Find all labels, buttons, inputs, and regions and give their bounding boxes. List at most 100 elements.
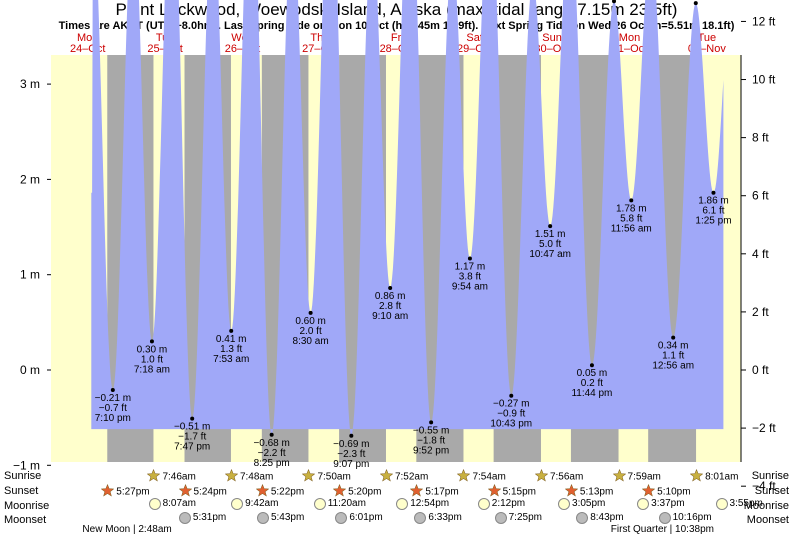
sunrise-icon [612,468,626,486]
sunset-icon [487,483,501,501]
moonset-icon [414,512,427,524]
low-tide-meters-label: 1.51 m [535,229,566,240]
moonrise-icon [558,498,571,510]
sunset-event: 5:15pm [487,483,536,501]
sunset-event-time: 5:10pm [657,486,691,498]
moonset-event-time: 5:31pm [192,512,227,523]
left-axis-tick-label: 0 m [20,363,40,377]
moonrise-event-time: 2:12pm [491,498,526,509]
moonset-icon [658,512,671,524]
low-tide-feet-label: 3.8 ft [459,271,481,282]
low-tide-point [629,198,634,203]
left-axis-tick-label: −1 m [13,458,40,472]
low-tide-time-label: 7:53 am [213,354,249,365]
low-tide-meters-label: 1.17 m [455,261,486,272]
sunset-event: 5:22pm [255,483,304,501]
right-axis-tick-label: 4 ft [752,247,769,261]
moonrise-event: 12:54pm [396,498,449,511]
moonset-icon [494,512,507,524]
sunrise-event-time: 8:01am [705,471,739,483]
moonset-row-label-left: Moonset [4,514,47,526]
low-tide-time-label: 9:52 pm [413,445,449,456]
sunset-icon [410,483,424,501]
moonrise-event-time: 3:05pm [572,498,606,509]
low-tide-feet-label: 1.3 ft [220,344,242,355]
right-axis-tick-label: −4 ft [752,479,776,493]
low-tide-time-label: 7:10 pm [95,413,131,424]
low-tide-point [509,393,514,398]
low-tide-time-label: 11:44 pm [571,388,612,399]
right-axis-tick-label: 8 ft [752,131,769,145]
moonset-icon [335,512,348,524]
left-axis-tick-label: 3 m [20,77,40,91]
low-tide-time-label: 10:47 am [529,249,571,260]
low-tide-meters-label: 0.34 m [658,341,689,352]
day-weekday-label: Tue [697,32,717,44]
day-weekday-label: Sat [466,32,483,44]
sunrise-event: 7:48am [224,468,273,486]
right-axis-tick-label: 2 ft [752,305,769,319]
low-tide-feet-label: 1.0 ft [141,354,163,365]
moonrise-icon [231,498,244,510]
low-tide-feet-label: −1.7 ft [178,432,206,443]
sunset-event: 5:13pm [564,483,613,501]
moonset-event: 8:43pm [576,512,624,525]
moonset-row-label-right: Moonset [746,514,789,526]
low-tide-point [190,416,195,421]
low-tide-feet-label: 2.0 ft [299,326,321,337]
sunrise-icon [302,468,316,486]
moonset-icon [576,512,589,524]
moonrise-row-label-left: Moonrise [4,500,50,512]
moonrise-icon [396,498,409,510]
high-tide-point [612,0,617,4]
moonrise-icon [715,498,728,510]
low-tide-point [308,310,313,315]
sunrise-event-time: 7:50am [317,471,351,483]
low-tide-time-label: 12:56 am [652,361,694,372]
moonrise-event: 8:07am [148,498,196,511]
sunset-event-time: 5:27pm [116,486,150,498]
day-weekday-label: Sun [542,32,562,44]
sunrise-event: 7:50am [302,468,351,486]
low-tide-point [349,433,354,438]
low-tide-point [269,432,274,437]
sunset-event: 5:10pm [641,483,691,501]
sunset-row-label-left: Sunset [4,485,39,497]
day-date-label: 31–Oct [611,43,648,55]
sunset-event-time: 5:15pm [502,486,536,498]
low-tide-point [149,339,154,344]
low-tide-meters-label: −0.51 m [174,422,210,433]
low-tide-time-label: 1:25 pm [695,216,731,227]
moonset-event: 5:43pm [256,512,304,525]
sunrise-event-time: 7:54am [472,471,506,483]
sunrise-event-time: 7:59am [627,471,661,483]
sunrise-icon [457,468,471,486]
day-weekday-label: Fri [390,32,404,44]
right-axis-tick-label: 6 ft [752,189,769,203]
moonrise-icon [477,498,490,510]
sunset-icon [332,483,347,501]
low-tide-time-label: 8:30 am [293,336,329,347]
sunset-event: 5:27pm [100,483,150,501]
low-tide-meters-label: 0.60 m [295,316,326,327]
low-tide-point [467,256,472,261]
moonset-event-time: 6:33pm [428,512,462,523]
moonrise-event-time: 9:42am [245,498,279,509]
low-tide-point [589,363,594,368]
moon-phase-label: New Moon | 2:48am [82,524,172,535]
moonrise-event-time: 8:07am [162,498,196,509]
moonset-event-time: 7:25pm [508,512,542,523]
moonrise-event: 3:55pm [715,498,763,511]
left-axis-tick-label: 2 m [20,172,40,186]
sunrise-icon [147,468,161,486]
moonset-event-time: 10:16pm [672,512,712,523]
sunrise-event-time: 7:56am [549,471,584,483]
sunrise-event-time: 7:46am [162,471,196,483]
low-tide-point [548,224,553,229]
sunset-event: 5:20pm [332,483,381,501]
low-tide-meters-label: −0.69 m [333,439,369,450]
low-tide-time-label: 8:25 pm [254,458,290,469]
low-tide-feet-label: −2.3 ft [337,449,365,460]
right-axis-tick-label: 10 ft [752,73,776,87]
low-tide-point [229,328,234,333]
